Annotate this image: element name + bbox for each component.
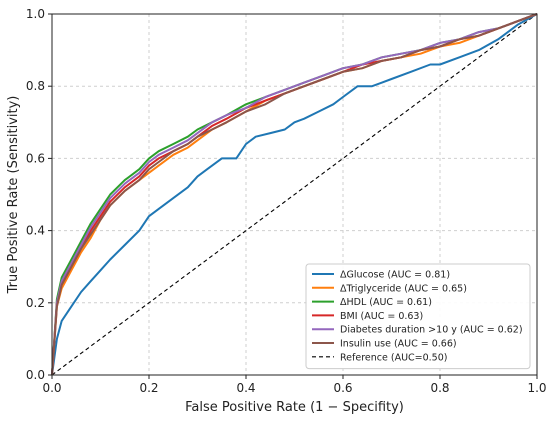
y-tick-label: 1.0 [26,7,45,21]
legend-label-2: ΔHDL (AUC = 0.61) [340,297,432,308]
y-tick-label: 0.0 [26,368,45,382]
legend-label-4: Diabetes duration >10 y (AUC = 0.62) [340,325,523,336]
series-layer [51,13,538,376]
x-axis-label: False Positive Rate (1 − Specifity) [185,400,404,415]
y-axis-ticks: 0.0 0.2 0.4 0.6 0.8 1.0 [26,7,52,382]
legend-label-0: ΔGlucose (AUC = 0.81) [340,270,450,281]
series-line-6 [51,13,538,376]
plot-frame [51,13,538,376]
series-line-0 [51,13,538,376]
legend-label-5: Insulin use (AUC = 0.66) [340,339,457,350]
series-line-4 [51,13,538,376]
x-tick-label: 1.0 [527,381,546,395]
y-tick-label: 0.8 [26,79,45,93]
y-axis-label: True Positive Rate (Sensitivity) [6,96,21,295]
reference-line-layer [51,13,538,376]
x-tick-label: 0.2 [139,381,158,395]
y-tick-label: 0.2 [26,296,45,310]
legend-box [305,263,531,370]
y-tick-label: 0.6 [26,151,45,165]
legend-label-6: Reference (AUC=0.50) [340,352,447,363]
grid [52,14,537,375]
x-axis-ticks: 0.0 0.2 0.4 0.6 0.8 1.0 [42,375,547,395]
legend: ΔGlucose (AUC = 0.81) ΔTriglyceride (AUC … [305,263,531,370]
series-line-5 [51,13,538,376]
legend-label-1: ΔTriglyceride (AUC = 0.65) [340,283,467,294]
x-tick-label: 0.0 [42,381,61,395]
x-tick-label: 0.8 [430,381,449,395]
x-tick-label: 0.6 [333,381,352,395]
y-tick-label: 0.4 [26,224,45,238]
x-tick-label: 0.4 [236,381,255,395]
legend-label-3: BMI (AUC = 0.63) [340,311,423,322]
